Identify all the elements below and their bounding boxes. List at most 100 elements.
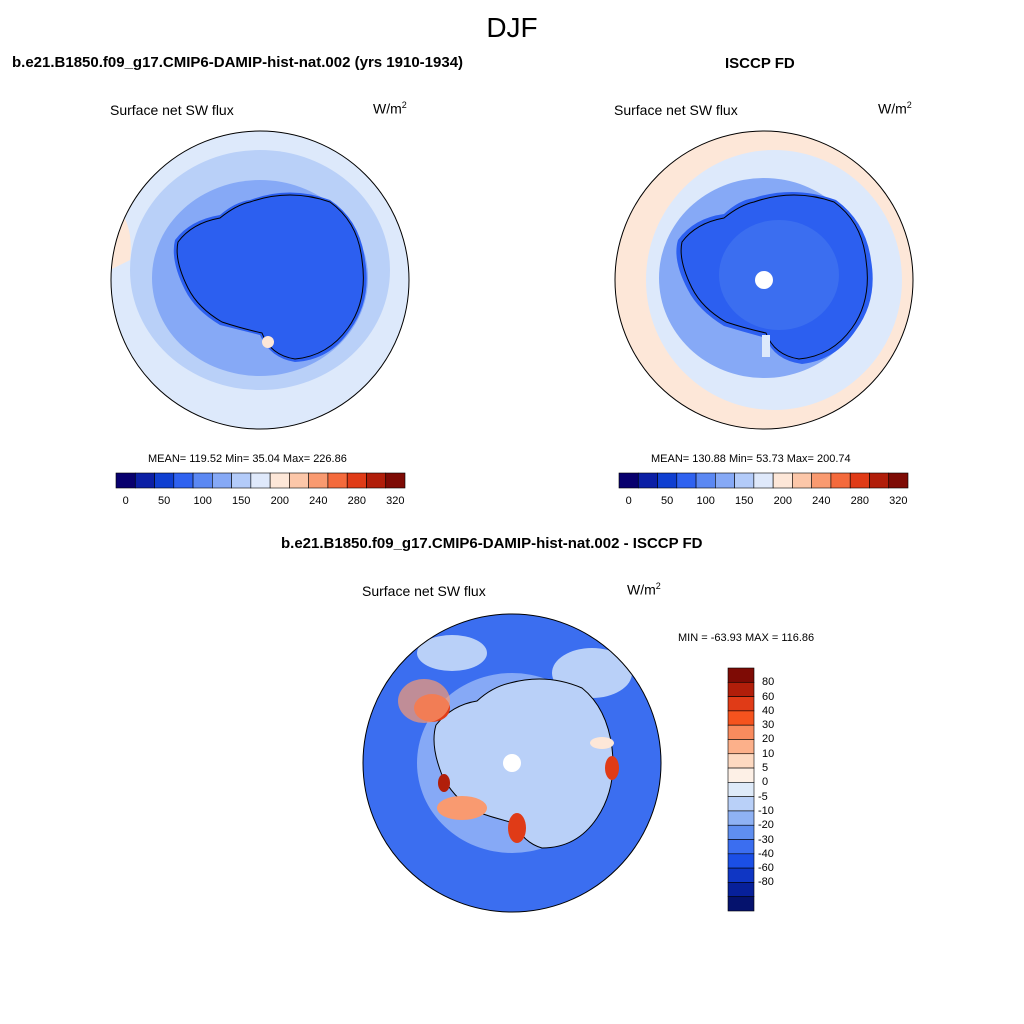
colorbar-tick-label: 50 <box>661 495 674 507</box>
colorbar-swatch <box>727 810 755 826</box>
colorbar-swatch <box>250 472 271 489</box>
antarctica-field <box>173 192 367 362</box>
obs-colorbar <box>618 472 909 489</box>
colorbar-swatch <box>772 472 793 489</box>
colorbar-swatch <box>212 472 232 489</box>
colorbar-swatch <box>727 853 755 869</box>
colorbar-tick-label: 60 <box>762 690 775 703</box>
colorbar-tick-label: -10 <box>758 804 774 817</box>
anomaly-positive <box>590 737 614 749</box>
colorbar-swatch <box>289 472 309 489</box>
colorbar-swatch <box>308 472 329 489</box>
colorbar-tick-label: 150 <box>232 495 251 507</box>
colorbar-swatch <box>727 696 755 712</box>
warm-spot <box>262 336 274 348</box>
colorbar-tick-label: 100 <box>696 495 715 507</box>
colorbar-swatch <box>727 724 755 740</box>
colorbar-tick-label: 280 <box>850 495 870 507</box>
colorbar-swatch <box>734 472 755 489</box>
colorbar-tick-label: 280 <box>347 495 367 507</box>
colorbar-tick-label: 0 <box>625 495 632 507</box>
cool-strip <box>762 335 770 357</box>
model-unit-label: W/m2 <box>373 100 407 117</box>
colorbar-swatch <box>115 472 136 489</box>
model-variable-label: Surface net SW flux <box>110 102 234 118</box>
colorbar-tick-label: 240 <box>812 495 831 507</box>
anomaly-positive <box>437 796 487 820</box>
diff-panel-title: b.e21.B1850.f09_g17.CMIP6-DAMIP-hist-nat… <box>281 535 703 552</box>
model-colorbar-ticks: 0 50 100 150 200 240 280 320 <box>116 495 405 509</box>
colorbar-tick-label: 150 <box>735 495 754 507</box>
pole-hole <box>755 271 773 289</box>
colorbar-tick-label: -20 <box>758 819 774 832</box>
colorbar-swatch <box>888 472 909 489</box>
diff-variable-label: Surface net SW flux <box>362 583 486 599</box>
colorbar-swatch <box>727 839 755 855</box>
map-border <box>614 130 914 430</box>
colorbar-tick-label: 50 <box>158 495 171 507</box>
colorbar-tick-label: -30 <box>758 833 774 846</box>
diff-colorbar-ticks: 80 60 40 30 20 10 5 0 -5 -10 -20 -30 -40 -60 -80 <box>758 668 802 911</box>
colorbar-swatch <box>154 472 175 489</box>
colorbar-swatch <box>849 472 870 489</box>
obs-map <box>614 130 914 430</box>
pole-hole <box>503 754 521 772</box>
obs-panel-title: ISCCP FD <box>725 55 795 72</box>
model-map <box>110 130 410 430</box>
colorbar-swatch <box>618 472 639 489</box>
colorbar-swatch <box>830 472 851 489</box>
colorbar-tick-label: 0 <box>762 776 769 789</box>
colorbar-tick-label: -80 <box>758 876 774 889</box>
obs-colorbar-ticks: 0 50 100 150 200 240 280 320 <box>619 495 908 509</box>
map-border <box>110 130 410 430</box>
diff-map <box>362 613 662 913</box>
colorbar-swatch <box>811 472 832 489</box>
colorbar-swatch <box>366 472 387 489</box>
colorbar-swatch <box>637 472 658 489</box>
obs-unit-label: W/m2 <box>878 100 912 117</box>
flux-band <box>719 220 839 330</box>
colorbar-swatch <box>727 867 755 883</box>
colorbar-swatch <box>792 472 812 489</box>
colorbar-swatch <box>869 472 890 489</box>
colorbar-tick-label: -5 <box>758 790 768 803</box>
colorbar-swatch <box>727 796 755 812</box>
anomaly-positive <box>508 813 526 843</box>
season-title: DJF <box>486 12 538 43</box>
colorbar-swatch <box>134 472 155 489</box>
colorbar-swatch <box>385 472 406 489</box>
colorbar-tick-label: -40 <box>758 847 774 860</box>
colorbar-tick-label: 200 <box>773 495 792 507</box>
diff-unit-label: W/m2 <box>627 581 661 598</box>
colorbar-tick-label: 40 <box>762 704 775 717</box>
model-colorbar <box>115 472 406 489</box>
obs-stats: MEAN= 130.88 Min= 53.73 Max= 200.74 <box>651 453 851 465</box>
colorbar-tick-label: 240 <box>309 495 328 507</box>
diff-stats: MIN = -63.93 MAX = 116.86 <box>678 632 815 644</box>
colorbar-swatch <box>657 472 678 489</box>
anomaly-positive <box>438 774 450 792</box>
colorbar-tick-label: 200 <box>270 495 289 507</box>
colorbar-tick-label: 320 <box>889 495 908 507</box>
colorbar-tick-label: 5 <box>762 762 769 775</box>
colorbar-tick-label: 30 <box>762 719 775 732</box>
colorbar-swatch <box>327 472 348 489</box>
anomaly-positive <box>398 679 450 723</box>
colorbar-swatch <box>727 782 755 797</box>
colorbar-swatch <box>173 472 194 489</box>
colorbar-tick-label: 10 <box>762 747 775 760</box>
colorbar-swatch <box>727 753 755 769</box>
diff-colorbar <box>727 667 755 912</box>
colorbar-swatch <box>727 739 755 755</box>
colorbar-swatch <box>727 896 755 912</box>
flux-band <box>417 635 487 671</box>
model-panel-title: b.e21.B1850.f09_g17.CMIP6-DAMIP-hist-nat… <box>12 54 464 71</box>
colorbar-swatch <box>727 667 755 683</box>
colorbar-tick-label: -60 <box>758 862 774 875</box>
colorbar-swatch <box>695 472 716 489</box>
colorbar-tick-label: 20 <box>762 733 775 746</box>
colorbar-tick-label: 80 <box>762 676 775 689</box>
colorbar-tick-label: 100 <box>193 495 212 507</box>
colorbar-swatch <box>192 472 213 489</box>
colorbar-swatch <box>231 472 252 489</box>
